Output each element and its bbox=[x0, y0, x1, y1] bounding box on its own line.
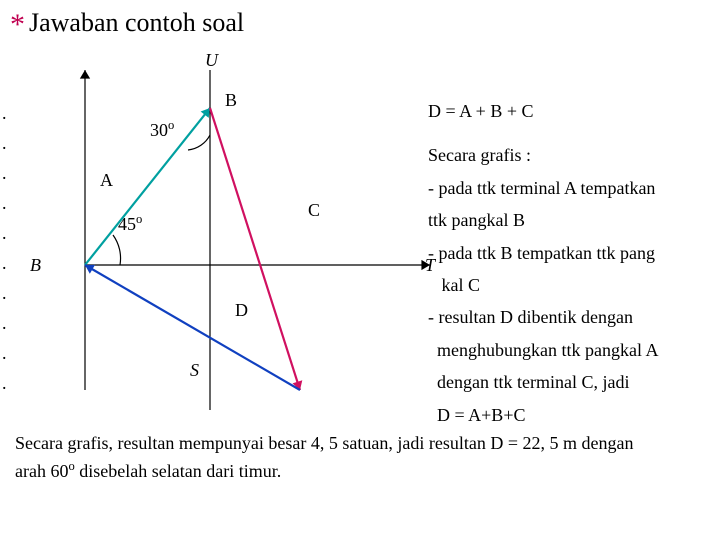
label-30: 30o bbox=[150, 118, 174, 141]
label-A: A bbox=[100, 170, 113, 191]
title-text: Jawaban contoh soal bbox=[29, 8, 244, 37]
label-B-top: B bbox=[225, 90, 237, 111]
line-terminal-a: - pada ttk terminal A tempatkan bbox=[428, 172, 720, 204]
label-S: S bbox=[190, 360, 199, 381]
explanation-lines: - pada ttk B tempatkan ttk pang kal C - … bbox=[428, 237, 720, 431]
footer-line-2b: disebelah selatan dari timur. bbox=[75, 461, 281, 481]
explanation-block: D = A + B + C Secara grafis : - pada ttk… bbox=[428, 95, 720, 431]
equation-line: D = A + B + C bbox=[428, 95, 720, 127]
title-asterisk: * bbox=[10, 8, 25, 41]
line-pangkal-b: ttk pangkal B bbox=[428, 204, 720, 236]
label-U: U bbox=[205, 50, 218, 71]
grafis-title: Secara grafis : bbox=[428, 139, 720, 171]
label-B-left: B bbox=[30, 255, 41, 276]
footer-text: Secara grafis, resultan mempunyai besar … bbox=[15, 430, 715, 485]
vector-diagram: U B 30o A 45o B T C D S bbox=[10, 40, 450, 420]
bullet-dots: .......... bbox=[2, 98, 7, 398]
label-C: C bbox=[308, 200, 320, 221]
slide-title: *Jawaban contoh soal bbox=[10, 8, 244, 42]
footer-line-2a: arah 60 bbox=[15, 461, 68, 481]
label-D: D bbox=[235, 300, 248, 321]
label-45: 45o bbox=[118, 212, 142, 235]
footer-line-1: Secara grafis, resultan mempunyai besar … bbox=[15, 433, 633, 453]
